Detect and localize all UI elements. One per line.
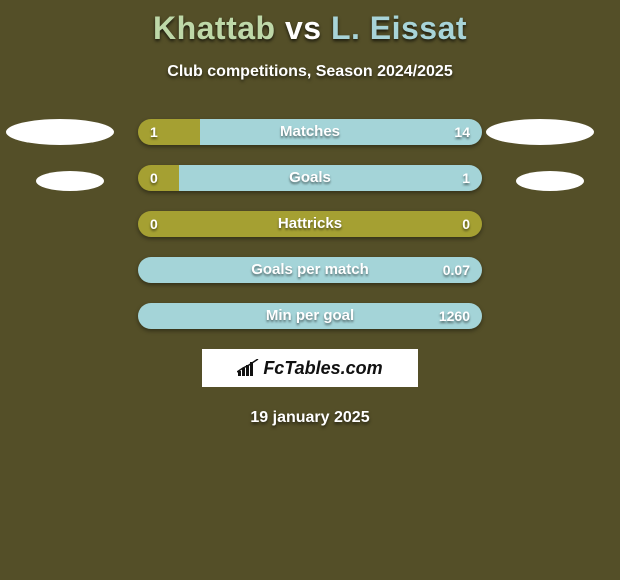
date-label: 19 january 2025 [0,409,620,427]
stat-row: Matches1 14 [138,119,482,145]
stat-row: Goals0 1 [138,165,482,191]
stat-value-left: 0 [150,211,158,237]
stat-value-left: 1 [150,119,158,145]
vs-label: vs [285,10,322,46]
stat-value-left: 0 [150,165,158,191]
stat-value-right: 14 [454,119,470,145]
logo-text: FcTables.com [263,358,382,379]
barchart-icon [237,359,259,377]
stat-label: Matches [138,119,482,145]
player2-badge-placeholder-top [486,119,594,145]
logo-box: FcTables.com [202,349,418,387]
stat-row: Hattricks0 0 [138,211,482,237]
subtitle: Club competitions, Season 2024/2025 [0,63,620,81]
player1-badge-placeholder-top [6,119,114,145]
content-area: Matches114Goals01Hattricks00Goals per ma… [0,119,620,427]
stat-row: Min per goal1260 [138,303,482,329]
player1-badge-placeholder-bottom [36,171,104,191]
stat-label: Hattricks [138,211,482,237]
stat-value-right: 1 [462,165,470,191]
player2-name: L. Eissat [331,10,467,46]
player2-badge-placeholder-bottom [516,171,584,191]
comparison-title: Khattab vs L. Eissat [0,0,620,47]
stat-label: Goals per match [138,257,482,283]
stats-container: Matches114Goals01Hattricks00Goals per ma… [138,119,482,329]
stat-value-right: 0 [462,211,470,237]
stat-value-right: 1260 [439,303,470,329]
stat-label: Goals [138,165,482,191]
stat-label: Min per goal [138,303,482,329]
stat-row: Goals per match0.07 [138,257,482,283]
stat-value-right: 0.07 [443,257,470,283]
player1-name: Khattab [153,10,276,46]
